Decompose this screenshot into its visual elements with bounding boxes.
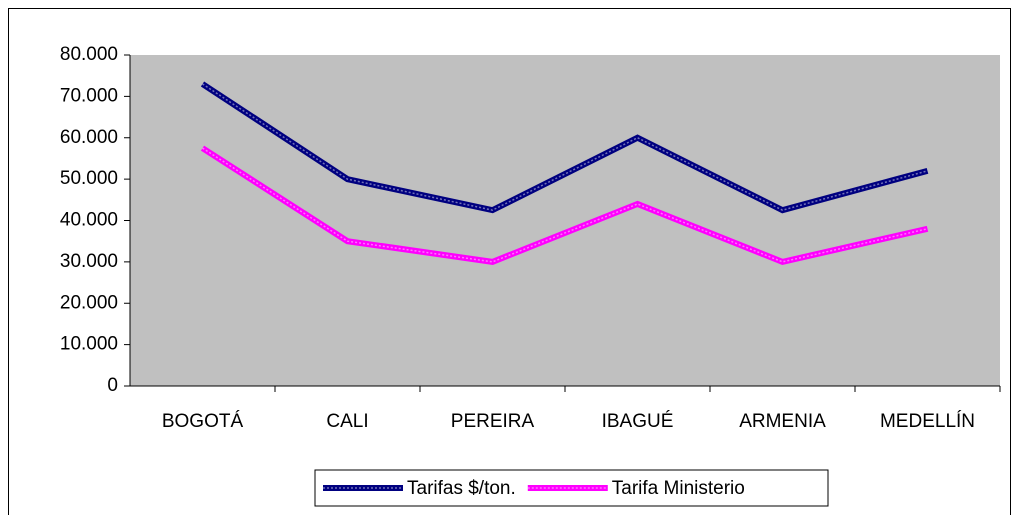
y-tick-label: 20.000 <box>60 292 118 313</box>
plot-area <box>130 55 1000 386</box>
x-tick-label: MEDELLÍN <box>880 411 975 432</box>
series-line-pattern <box>202 83 928 211</box>
x-tick-label: ARMENIA <box>739 411 826 432</box>
y-tick-label: 80.000 <box>60 44 118 65</box>
legend-label: Tarifas $/ton. <box>407 478 516 499</box>
x-tick-label: PEREIRA <box>451 411 535 432</box>
x-tick-label: IBAGUÉ <box>602 411 674 432</box>
legend-label: Tarifa Ministerio <box>612 478 745 499</box>
y-tick-label: 10.000 <box>60 334 118 355</box>
x-tick-label: BOGOTÁ <box>162 411 244 432</box>
y-tick-label: 50.000 <box>60 168 118 189</box>
series-line <box>200 81 929 214</box>
y-tick-label: 0 <box>107 375 118 396</box>
y-tick-label: 60.000 <box>60 127 118 148</box>
y-tick-label: 40.000 <box>60 210 118 231</box>
y-tick-label: 30.000 <box>60 251 118 272</box>
y-tick-label: 70.000 <box>60 85 118 106</box>
x-tick-label: CALI <box>326 411 368 432</box>
series-line <box>200 145 929 266</box>
series-line-pattern <box>202 147 928 263</box>
